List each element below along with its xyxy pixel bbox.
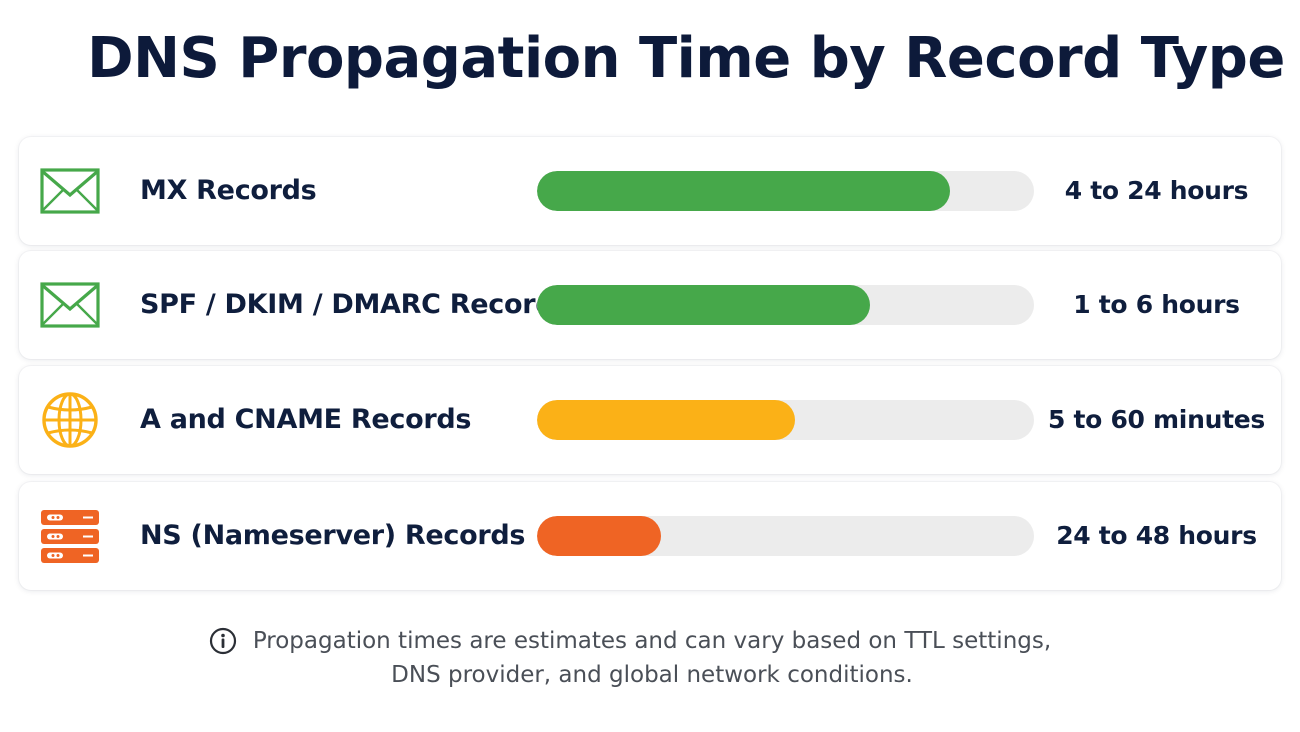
bar-track — [537, 516, 1034, 556]
info-icon — [209, 627, 236, 655]
record-row: SPF / DKIM / DMARC Records 1 to 6 hours — [19, 251, 1281, 359]
chart-title: DNS Propagation Time by Record Type — [87, 26, 1285, 91]
footnote: Propagation times are estimates and can … — [0, 624, 1300, 692]
bar-track — [537, 400, 1034, 440]
bar — [537, 171, 950, 211]
record-row: A and CNAME Records 5 to 60 minutes — [19, 366, 1281, 474]
server-icon — [41, 510, 99, 563]
value-label: 4 to 24 hours — [1064, 176, 1249, 205]
globe-icon — [42, 392, 98, 448]
bar — [537, 400, 795, 440]
footnote-line-1: Propagation times are estimates and can … — [252, 628, 1052, 654]
value-label: 5 to 60 minutes — [1048, 405, 1265, 434]
bar — [537, 285, 870, 325]
category-label: MX Records — [140, 175, 317, 206]
footnote-line-2: DNS provider, and global network conditi… — [391, 662, 913, 688]
bar — [537, 516, 661, 556]
bar-track — [537, 171, 1034, 211]
bar-track — [537, 285, 1034, 325]
category-label: NS (Nameserver) Records — [140, 520, 526, 551]
category-label: A and CNAME Records — [140, 404, 472, 435]
record-row: MX Records 4 to 24 hours — [19, 137, 1281, 245]
envelope-icon — [40, 168, 100, 214]
value-label: 24 to 48 hours — [1056, 521, 1257, 550]
record-row: NS (Nameserver) Records 24 to 48 hours — [19, 482, 1281, 590]
value-label: 1 to 6 hours — [1073, 290, 1240, 319]
category-label: SPF / DKIM / DMARC Records — [140, 289, 571, 320]
envelope-icon — [40, 282, 100, 328]
